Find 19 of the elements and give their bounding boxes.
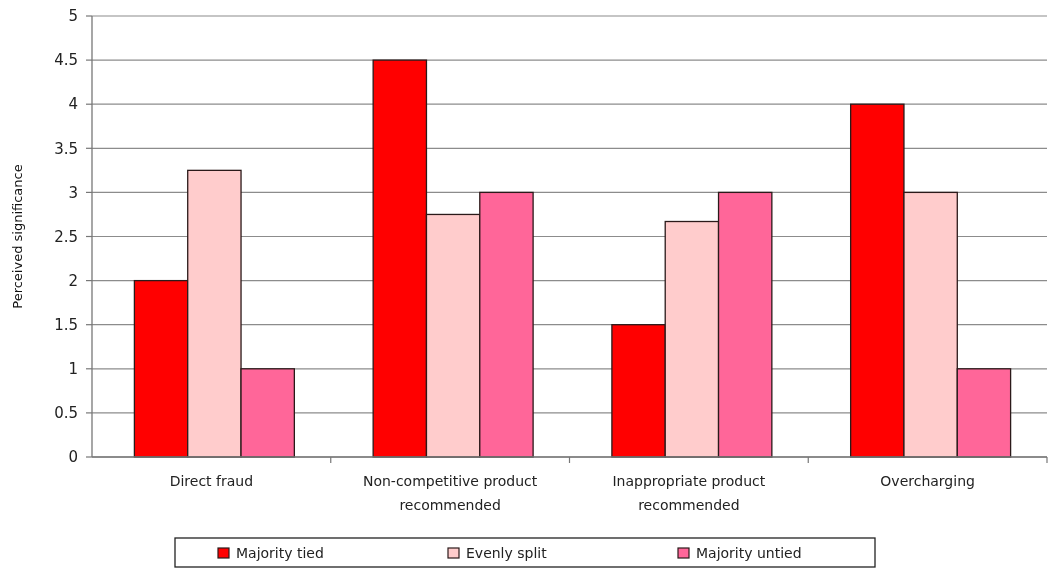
y-tick-label: 0 <box>68 448 78 467</box>
legend-label: Evenly split <box>466 544 548 561</box>
x-tick-label: Non-competitive product recommended <box>362 473 538 513</box>
y-tick-label: 2.5 <box>54 227 78 246</box>
legend-label: Majority tied <box>236 544 324 561</box>
y-tick-label: 3.5 <box>54 139 78 158</box>
y-tick-label: 5 <box>68 7 78 26</box>
y-tick-label: 4 <box>68 95 78 114</box>
y-tick-label: 3 <box>68 183 78 202</box>
x-tick-label: Inappropriate product recommended <box>612 473 766 513</box>
y-tick-label: 0.5 <box>54 404 78 423</box>
x-tick-label: Overcharging <box>880 473 975 489</box>
legend-label: Majority untied <box>696 544 802 561</box>
y-tick-label: 1.5 <box>54 315 78 334</box>
y-tick-label: 2 <box>68 271 78 290</box>
y-tick-label: 1 <box>68 360 78 379</box>
y-tick-label: 4.5 <box>54 51 78 70</box>
x-tick-label: Direct fraud <box>169 473 254 489</box>
y-axis-title: Perceived significance <box>10 164 25 309</box>
